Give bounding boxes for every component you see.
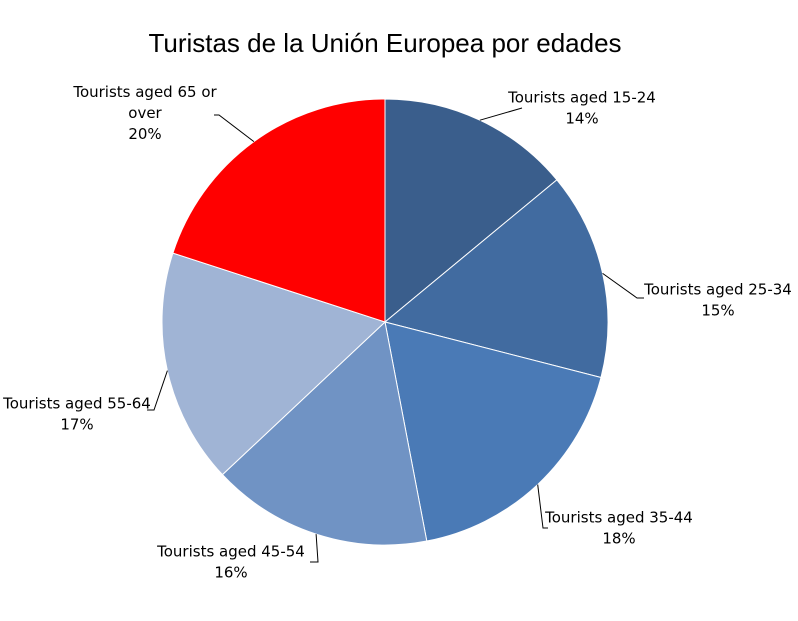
slice-label-5: Tourists aged 55-64 17% bbox=[2, 395, 151, 434]
slice-label-4: Tourists aged 45-54 16% bbox=[156, 543, 305, 582]
chart-title: Turistas de la Unión Europea por edades bbox=[148, 28, 622, 58]
slice-name-5: Tourists aged 55-64 bbox=[2, 395, 151, 413]
slice-label-2: Tourists aged 25-34 15% bbox=[643, 281, 792, 320]
pie-slice-2 bbox=[383, 179, 609, 379]
pie-slice-3 bbox=[384, 321, 602, 542]
leader-line-3 bbox=[537, 484, 548, 529]
slice-name-3: Tourists aged 35-44 bbox=[544, 509, 693, 527]
slice-name-4: Tourists aged 45-54 bbox=[156, 543, 305, 561]
leader-line-1 bbox=[479, 107, 523, 121]
slice-percent-1: 14% bbox=[565, 110, 598, 128]
pie-slice-4 bbox=[221, 321, 428, 546]
leader-line-4 bbox=[310, 534, 319, 563]
slice-percent-4: 16% bbox=[214, 564, 247, 582]
leader-line-2 bbox=[602, 272, 644, 299]
leader-line-5 bbox=[147, 370, 168, 411]
slice-label-3: Tourists aged 35-44 18% bbox=[544, 509, 693, 548]
slice-name-6: over bbox=[128, 104, 162, 122]
pie-slice-6 bbox=[172, 98, 386, 323]
leader-line-6 bbox=[214, 114, 255, 142]
slice-percent-6: 20% bbox=[128, 125, 161, 143]
slice-percent-3: 18% bbox=[602, 530, 635, 548]
slice-percent-2: 15% bbox=[701, 302, 734, 320]
slice-percent-5: 17% bbox=[60, 416, 93, 434]
slice-name-2: Tourists aged 25-34 bbox=[643, 281, 792, 299]
slice-name-1: Tourists aged 15-24 bbox=[507, 89, 656, 107]
slice-name-6: Tourists aged 65 or bbox=[72, 83, 217, 101]
slice-label-1: Tourists aged 15-24 14% bbox=[507, 89, 656, 128]
slice-label-6: Tourists aged 65 or over 20% bbox=[72, 83, 217, 143]
